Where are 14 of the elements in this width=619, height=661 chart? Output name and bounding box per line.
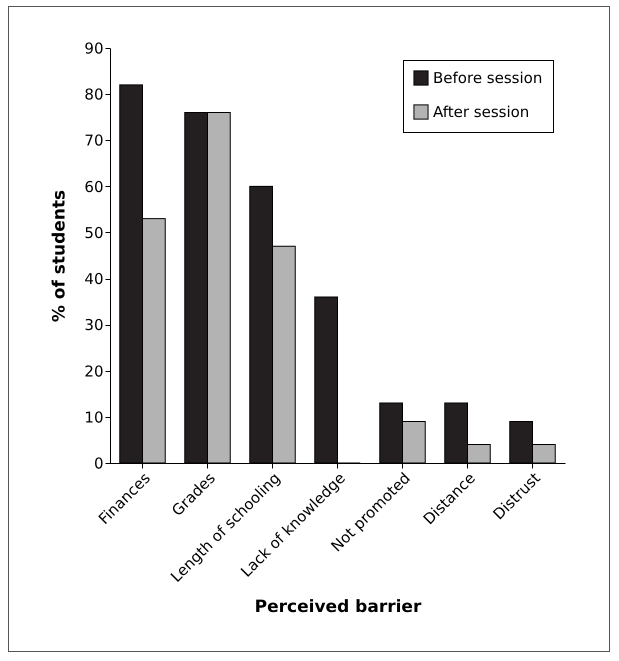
x-axis-title: Perceived barrier <box>254 597 422 618</box>
y-tick-label: 50 <box>84 224 104 242</box>
y-tick-label: 90 <box>84 40 104 58</box>
y-tick-label: 40 <box>84 270 104 288</box>
legend-label: Before session <box>433 69 542 87</box>
y-tick-label: 10 <box>84 408 104 426</box>
legend-label: After session <box>433 103 530 121</box>
y-tick-label: 70 <box>84 132 104 150</box>
y-tick-label: 80 <box>84 86 104 104</box>
y-tick-label: 0 <box>94 454 104 472</box>
y-axis-title: % of students <box>49 190 70 322</box>
y-tick-label: 20 <box>84 362 104 380</box>
y-tick-label: 30 <box>84 316 104 334</box>
y-tick-label: 60 <box>84 178 104 196</box>
